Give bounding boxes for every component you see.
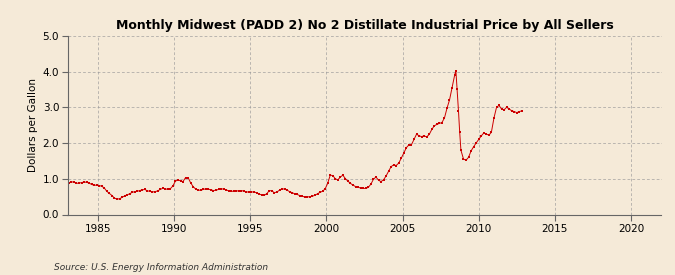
- Y-axis label: Dollars per Gallon: Dollars per Gallon: [28, 78, 38, 172]
- Title: Monthly Midwest (PADD 2) No 2 Distillate Industrial Price by All Sellers: Monthly Midwest (PADD 2) No 2 Distillate…: [115, 19, 614, 32]
- Text: Source: U.S. Energy Information Administration: Source: U.S. Energy Information Administ…: [54, 263, 268, 272]
